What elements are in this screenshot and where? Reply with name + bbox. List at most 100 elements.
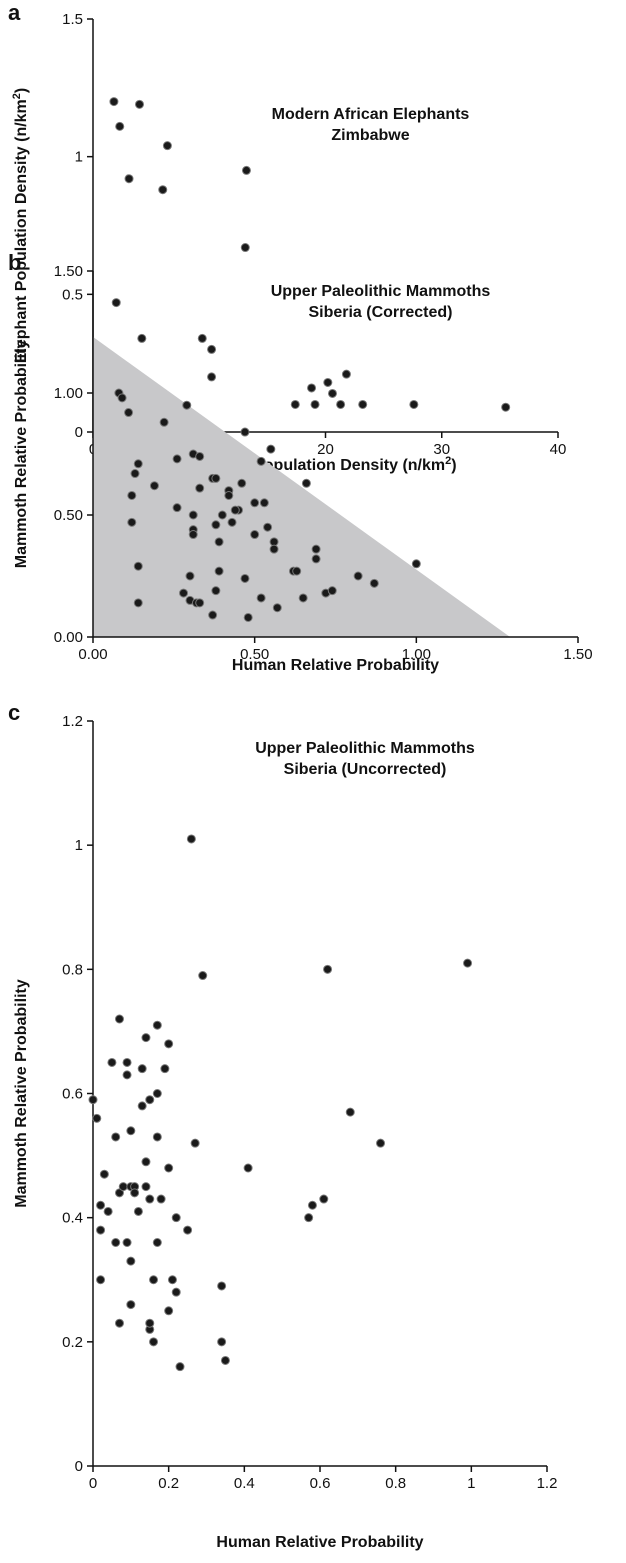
y-tick-label: 0.00 xyxy=(54,629,83,646)
point xyxy=(307,1200,317,1210)
chart-title: Modern African Elephants xyxy=(272,106,470,123)
x-tick-label: 0.00 xyxy=(78,646,107,663)
y-axis-label-part: Mammoth Relative Probability xyxy=(13,979,30,1208)
point xyxy=(376,1138,386,1148)
point xyxy=(227,517,237,527)
point xyxy=(99,1169,109,1179)
point xyxy=(149,481,159,491)
point xyxy=(137,333,147,343)
point xyxy=(172,503,182,513)
x-tick-label: 30 xyxy=(433,441,450,458)
point xyxy=(126,1126,136,1136)
x-axis-label-part: 2 xyxy=(445,455,451,467)
point xyxy=(137,1064,147,1074)
point xyxy=(208,610,218,620)
point xyxy=(130,1188,140,1198)
point xyxy=(117,393,127,403)
y-tick-label: 1 xyxy=(75,837,83,854)
point xyxy=(152,1089,162,1098)
point xyxy=(198,971,208,981)
point xyxy=(195,451,205,461)
point xyxy=(111,298,121,308)
chart-title: Upper Paleolithic Mammoths xyxy=(271,283,491,300)
point xyxy=(96,1225,106,1235)
point xyxy=(135,99,144,109)
point xyxy=(243,1163,253,1173)
point xyxy=(152,1020,162,1030)
point xyxy=(171,1287,181,1297)
point xyxy=(353,571,363,581)
y-tick-label: 1.00 xyxy=(54,385,83,402)
y-axis-label-part: Elephant Population Density (n/km xyxy=(13,99,30,363)
point xyxy=(124,174,134,184)
point xyxy=(122,1070,132,1080)
point xyxy=(164,1163,174,1173)
point xyxy=(186,834,196,844)
point xyxy=(240,243,250,253)
point xyxy=(266,444,276,454)
point xyxy=(463,958,473,968)
point xyxy=(182,400,192,410)
point xyxy=(96,1275,106,1285)
point xyxy=(88,1095,98,1105)
point xyxy=(256,456,266,466)
point xyxy=(114,1318,124,1328)
point xyxy=(411,559,421,569)
y-axis-label: Elephant Population Density (n/km2) xyxy=(11,88,30,363)
point xyxy=(158,185,168,195)
point xyxy=(240,427,250,437)
point xyxy=(114,1014,124,1024)
point xyxy=(323,377,333,387)
chart-title: Upper Paleolithic Mammoths xyxy=(255,740,475,757)
point xyxy=(263,522,273,532)
point xyxy=(230,505,240,515)
point xyxy=(124,408,134,418)
point xyxy=(111,1132,121,1142)
y-tick-label: 0.2 xyxy=(62,1334,83,1351)
point xyxy=(152,1132,162,1142)
y-tick-label: 0 xyxy=(75,424,83,441)
y-tick-label: 0.4 xyxy=(62,1210,83,1227)
point xyxy=(269,544,279,554)
y-axis-label: Mammoth Relative Probability xyxy=(13,340,30,569)
y-tick-label: 0.50 xyxy=(54,507,83,524)
point xyxy=(122,1238,132,1247)
x-tick-label: 0 xyxy=(89,1475,97,1492)
point xyxy=(183,1225,193,1235)
y-axis-label-part: ) xyxy=(13,88,30,93)
point xyxy=(145,1194,155,1204)
x-tick-label: 0.6 xyxy=(310,1475,331,1492)
x-tick-label: 0.4 xyxy=(234,1475,255,1492)
point xyxy=(107,1057,117,1067)
point xyxy=(369,578,379,588)
point xyxy=(341,369,351,379)
point xyxy=(122,1057,132,1067)
point xyxy=(126,1300,136,1310)
point xyxy=(96,1200,106,1210)
y-tick-label: 1.50 xyxy=(54,263,83,280)
point xyxy=(149,1337,159,1347)
point xyxy=(207,372,217,382)
point xyxy=(259,498,269,508)
point xyxy=(159,417,169,427)
point xyxy=(149,1275,159,1285)
y-tick-label: 0.8 xyxy=(62,961,83,978)
point xyxy=(224,490,234,500)
point xyxy=(145,1095,155,1105)
point xyxy=(241,165,251,175)
y-tick-label: 1.5 xyxy=(62,11,83,28)
point xyxy=(243,612,253,622)
shaded-region xyxy=(93,336,511,637)
point xyxy=(133,598,143,608)
y-axis-label-part: Mammoth Relative Probability xyxy=(13,340,30,569)
y-tick-label: 0.5 xyxy=(62,286,83,303)
point xyxy=(156,1194,166,1204)
point xyxy=(126,1256,136,1266)
point xyxy=(311,544,321,554)
x-tick-label: 40 xyxy=(550,441,567,458)
x-tick-label: 0.2 xyxy=(158,1475,179,1492)
point xyxy=(311,554,321,564)
x-axis-label: Human Relative Probability xyxy=(232,657,439,674)
